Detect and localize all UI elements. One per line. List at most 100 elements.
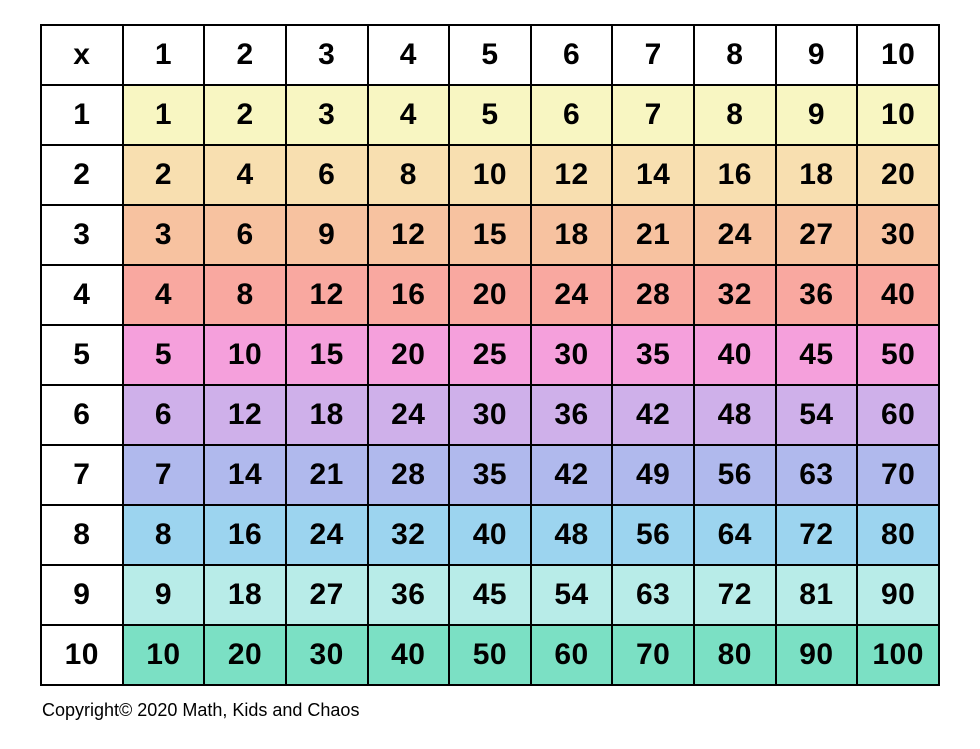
table-cell: 12 [368,205,450,265]
table-cell: 30 [286,625,368,685]
table-cell: 8 [694,85,776,145]
table-cell: 4 [368,85,450,145]
table-body: x123456789101123456789102246810121416182… [41,25,939,685]
table-cell: 5 [449,85,531,145]
table-cell: 100 [857,625,939,685]
table-cell: 35 [449,445,531,505]
table-cell: 50 [449,625,531,685]
table-cell: 30 [857,205,939,265]
table-cell: 25 [449,325,531,385]
table-cell: 40 [857,265,939,325]
table-cell: 64 [694,505,776,565]
row-header: 1 [41,85,123,145]
table-row: 55101520253035404550 [41,325,939,385]
table-cell: 30 [449,385,531,445]
table-cell: 8 [204,265,286,325]
table-cell: 18 [531,205,613,265]
table-cell: 12 [531,145,613,205]
table-row: 112345678910 [41,85,939,145]
row-header: 5 [41,325,123,385]
table-cell: 12 [204,385,286,445]
table-row: 336912151821242730 [41,205,939,265]
table-cell: 7 [612,85,694,145]
row-header: 4 [41,265,123,325]
row-header: 2 [41,145,123,205]
table-row: 22468101214161820 [41,145,939,205]
table-cell: 60 [531,625,613,685]
table-cell: 20 [368,325,450,385]
table-cell: 42 [612,385,694,445]
table-cell: 80 [694,625,776,685]
table-cell: 18 [286,385,368,445]
column-header: 6 [531,25,613,85]
table-cell: 56 [694,445,776,505]
table-cell: 28 [612,265,694,325]
row-header: 7 [41,445,123,505]
table-cell: 7 [123,445,205,505]
table-cell: 9 [286,205,368,265]
table-cell: 1 [123,85,205,145]
table-cell: 54 [531,565,613,625]
table-row: 66121824303642485460 [41,385,939,445]
column-header: 3 [286,25,368,85]
table-cell: 16 [694,145,776,205]
table-cell: 2 [123,145,205,205]
table-cell: 24 [694,205,776,265]
column-header: 4 [368,25,450,85]
row-header: 10 [41,625,123,685]
table-cell: 48 [694,385,776,445]
table-cell: 49 [612,445,694,505]
table-cell: 70 [857,445,939,505]
table-cell: 40 [368,625,450,685]
table-cell: 10 [857,85,939,145]
table-cell: 24 [368,385,450,445]
table-cell: 30 [531,325,613,385]
table-cell: 8 [123,505,205,565]
table-cell: 8 [368,145,450,205]
table-cell: 27 [776,205,858,265]
table-cell: 28 [368,445,450,505]
table-cell: 18 [776,145,858,205]
table-cell: 90 [857,565,939,625]
copyright-text: Copyright© 2020 Math, Kids and Chaos [40,700,940,721]
table-cell: 20 [204,625,286,685]
table-cell: 14 [204,445,286,505]
table-header-row: x12345678910 [41,25,939,85]
table-row: 77142128354249566370 [41,445,939,505]
table-row: 10102030405060708090100 [41,625,939,685]
table-cell: 16 [368,265,450,325]
table-cell: 3 [286,85,368,145]
corner-cell: x [41,25,123,85]
table-cell: 24 [286,505,368,565]
table-cell: 36 [531,385,613,445]
table-cell: 9 [123,565,205,625]
table-cell: 4 [123,265,205,325]
table-cell: 70 [612,625,694,685]
table-cell: 15 [449,205,531,265]
table-cell: 90 [776,625,858,685]
table-cell: 10 [449,145,531,205]
column-header: 10 [857,25,939,85]
table-cell: 10 [204,325,286,385]
page: x123456789101123456789102246810121416182… [0,0,980,721]
column-header: 2 [204,25,286,85]
table-cell: 72 [776,505,858,565]
column-header: 8 [694,25,776,85]
table-cell: 6 [286,145,368,205]
table-cell: 45 [449,565,531,625]
row-header: 9 [41,565,123,625]
table-cell: 16 [204,505,286,565]
table-cell: 2 [204,85,286,145]
table-cell: 3 [123,205,205,265]
table-cell: 12 [286,265,368,325]
multiplication-table: x123456789101123456789102246810121416182… [40,24,940,686]
table-cell: 80 [857,505,939,565]
table-cell: 27 [286,565,368,625]
column-header: 9 [776,25,858,85]
table-cell: 36 [776,265,858,325]
table-cell: 35 [612,325,694,385]
table-row: 99182736455463728190 [41,565,939,625]
table-cell: 32 [368,505,450,565]
table-cell: 20 [857,145,939,205]
table-cell: 18 [204,565,286,625]
